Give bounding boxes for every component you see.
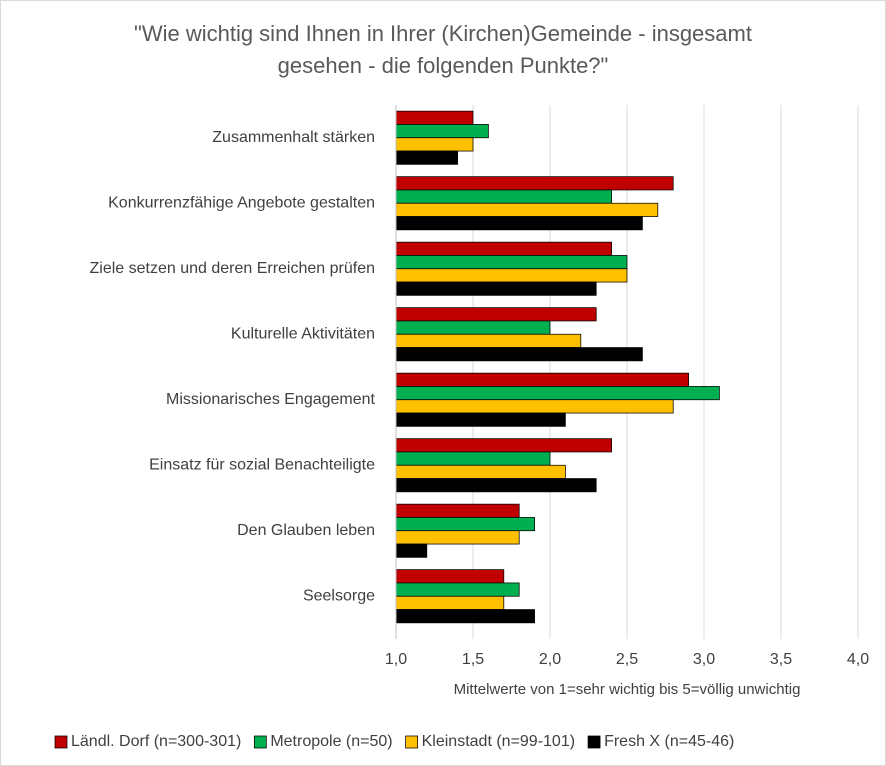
bar <box>395 530 520 545</box>
bar <box>395 150 458 165</box>
bar <box>395 268 628 283</box>
bar <box>395 216 643 231</box>
y-tick-label: Kulturelle Aktivitäten <box>231 325 375 342</box>
bar <box>395 451 551 466</box>
x-tick-label: 3,5 <box>770 651 792 668</box>
y-tick-label: Einsatz für sozial Benachteiligte <box>149 456 375 473</box>
bar <box>395 517 535 532</box>
bar <box>395 347 643 362</box>
bar <box>395 582 520 597</box>
bar <box>395 372 689 387</box>
bar <box>395 386 720 401</box>
legend-swatch <box>405 735 418 749</box>
bar <box>395 241 612 256</box>
y-tick-label: Missionarisches Engagement <box>166 391 376 408</box>
bar <box>395 464 566 479</box>
bar <box>395 255 628 270</box>
bar <box>395 320 551 335</box>
legend-swatch <box>253 735 267 749</box>
bar <box>395 202 659 217</box>
legend-label: Fresh X (n=45-46) <box>604 733 734 750</box>
bar <box>395 137 474 152</box>
bar <box>395 333 582 348</box>
bar <box>395 399 674 414</box>
x-tick-label: 4,0 <box>847 651 869 668</box>
bar <box>395 543 428 558</box>
bar <box>395 110 474 125</box>
y-tick-label: Ziele setzen und deren Erreichen prüfen <box>89 260 375 277</box>
y-tick-label: Zusammenhalt stärken <box>212 129 375 146</box>
legend-swatch <box>54 735 68 749</box>
bar <box>395 189 612 204</box>
bar <box>395 503 520 518</box>
bar <box>395 609 535 624</box>
legend-label: Kleinstadt (n=99-101) <box>422 733 575 750</box>
x-axis-label: Mittelwerte von 1=sehr wichtig bis 5=völ… <box>454 681 801 698</box>
y-tick-label: Seelsorge <box>303 587 375 604</box>
bar <box>395 595 505 610</box>
x-tick-label: 2,5 <box>616 651 638 668</box>
legend-label: Ländl. Dorf (n=300-301) <box>71 733 241 750</box>
x-tick-label: 2,0 <box>539 651 561 668</box>
x-tick-label: 1,0 <box>385 651 407 668</box>
y-tick-label: Konkurrenzfähige Angebote gestalten <box>108 194 375 211</box>
bar <box>395 281 597 296</box>
chart-title: "Wie wichtig sind Ihnen in Ihrer (Kirche… <box>134 21 752 78</box>
x-tick-label: 3,0 <box>693 651 715 668</box>
legend-label: Metropole (n=50) <box>270 733 392 750</box>
bar <box>395 176 674 191</box>
x-tick-label: 1,5 <box>462 651 484 668</box>
bar <box>395 412 566 427</box>
bar <box>395 478 597 493</box>
legend-swatch <box>587 735 601 749</box>
bar <box>395 438 612 453</box>
bar <box>395 307 597 322</box>
y-tick-label: Den Glauben leben <box>237 522 375 539</box>
bar <box>395 124 489 139</box>
bar <box>395 569 505 584</box>
